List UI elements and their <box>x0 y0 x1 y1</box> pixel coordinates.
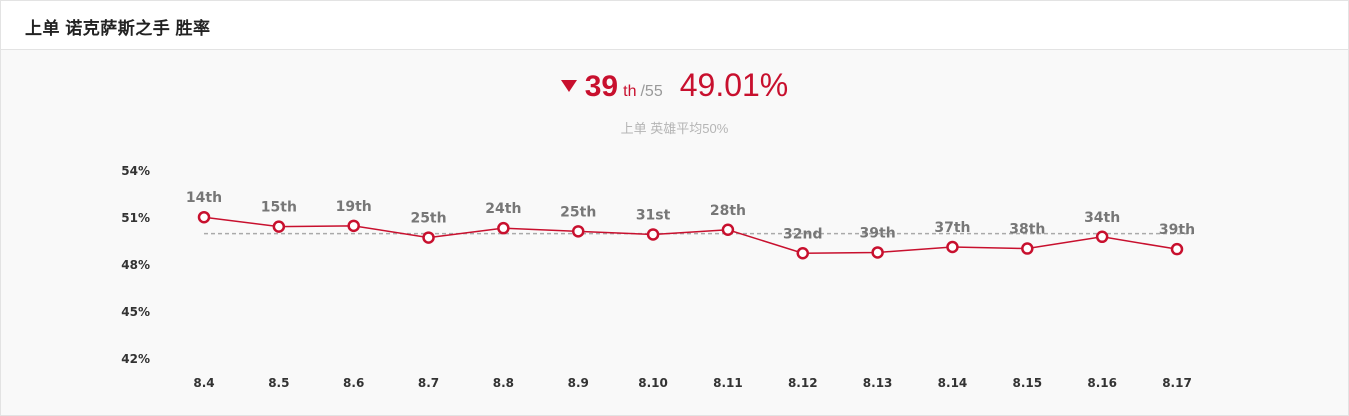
rank-total: /55 <box>640 83 663 100</box>
point-rank-label: 34th <box>1084 210 1120 226</box>
point-rank-label: 25th <box>410 211 446 227</box>
point-rank-label: 37th <box>934 220 970 236</box>
point-rank-label: 19th <box>336 199 372 215</box>
data-point <box>197 210 211 224</box>
panel-title: 上单 诺克萨斯之手 胜率 <box>25 19 211 38</box>
x-tick-label: 8.9 <box>568 376 589 390</box>
x-tick-label: 8.14 <box>938 376 968 390</box>
data-point <box>422 231 435 244</box>
data-point <box>272 220 286 233</box>
y-tick-label: 51% <box>121 211 150 225</box>
winrate-value: 49.01% <box>679 67 789 103</box>
data-point <box>571 225 585 238</box>
x-tick-label: 8.12 <box>788 376 818 390</box>
point-rank-label: 24th <box>485 201 521 217</box>
point-rank-label: 31st <box>636 207 671 223</box>
x-tick-label: 8.16 <box>1087 376 1117 390</box>
data-point <box>497 221 510 235</box>
x-tick-label: 8.17 <box>1162 376 1192 390</box>
x-tick-label: 8.4 <box>193 376 214 390</box>
x-tick-label: 8.11 <box>713 376 743 390</box>
y-tick-label: 54% <box>121 164 150 178</box>
point-rank-label: 39th <box>860 225 896 241</box>
x-tick-label: 8.5 <box>268 376 289 390</box>
data-point <box>721 223 735 236</box>
winrate-summary: 39 th /55 49.01% <box>1 67 1348 107</box>
data-point <box>347 219 360 233</box>
data-point <box>646 228 660 241</box>
point-rank-label: 39th <box>1159 222 1195 238</box>
data-point <box>1170 242 1184 256</box>
data-point <box>1095 230 1109 244</box>
data-point <box>1021 242 1034 255</box>
x-tick-label: 8.7 <box>418 376 439 390</box>
data-point <box>796 247 810 260</box>
rank-number: 39 <box>584 70 619 103</box>
point-rank-label: 14th <box>186 190 222 206</box>
data-point <box>871 246 884 259</box>
average-note: 上单 英雄平均50% <box>620 121 729 136</box>
x-tick-label: 8.6 <box>343 376 364 390</box>
y-tick-label: 42% <box>121 352 150 366</box>
trend-down-icon <box>560 80 577 92</box>
point-rank-label: 25th <box>560 204 596 220</box>
point-rank-label: 28th <box>710 203 746 219</box>
point-rank-label: 32nd <box>783 226 822 242</box>
x-tick-label: 8.15 <box>1013 376 1043 390</box>
data-point <box>946 240 959 254</box>
point-rank-label: 15th <box>261 200 297 216</box>
y-tick-label: 48% <box>121 258 150 272</box>
point-rank-label: 38th <box>1009 222 1045 238</box>
rank-suffix: th <box>623 83 637 100</box>
winrate-series-line <box>203 216 1178 255</box>
panel-header: 上单 诺克萨斯之手 胜率 <box>1 1 1348 50</box>
y-tick-label: 45% <box>121 305 150 319</box>
x-tick-label: 8.10 <box>638 376 668 390</box>
x-tick-label: 8.8 <box>493 376 514 390</box>
x-tick-label: 8.13 <box>863 376 893 390</box>
